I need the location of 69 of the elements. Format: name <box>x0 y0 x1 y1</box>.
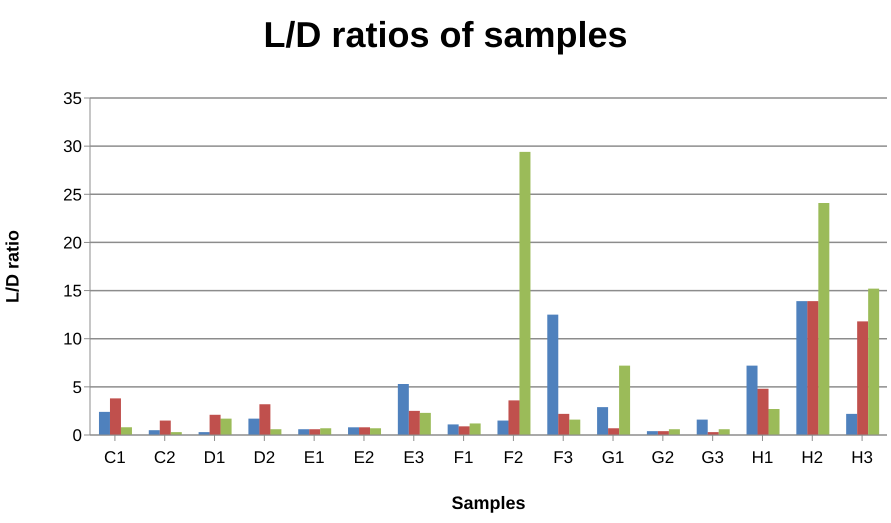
bar <box>868 288 880 435</box>
bar <box>718 429 730 435</box>
x-tick-label: G2 <box>652 448 674 468</box>
bar <box>448 424 459 435</box>
bar <box>796 301 808 435</box>
bar <box>298 429 310 435</box>
bar <box>148 430 160 435</box>
x-tick-label: H3 <box>851 448 873 468</box>
y-tick-label: 35 <box>63 89 82 108</box>
bar <box>668 429 680 435</box>
x-tick-label: F1 <box>454 448 474 468</box>
bar <box>768 409 780 435</box>
bar <box>270 429 282 435</box>
bar <box>807 301 818 435</box>
bar <box>160 420 171 435</box>
bar <box>259 404 270 435</box>
bar <box>818 202 830 435</box>
bar <box>408 410 420 435</box>
x-tick-label: D1 <box>204 448 226 468</box>
bar <box>519 152 530 435</box>
bar <box>309 429 320 435</box>
bar <box>220 418 232 435</box>
x-tick-label: E1 <box>304 448 325 468</box>
bar <box>110 398 121 435</box>
x-axis-title: Samples <box>451 493 526 513</box>
y-tick-label: 30 <box>63 137 82 156</box>
y-tick-label: 15 <box>63 282 82 301</box>
x-tick-label: C1 <box>104 448 126 468</box>
y-tick-label: 25 <box>63 185 82 204</box>
y-tick-label: 0 <box>72 426 82 446</box>
bar <box>359 427 370 435</box>
bar <box>348 427 360 435</box>
x-tick-label: G1 <box>602 448 624 468</box>
bar <box>558 414 570 435</box>
x-tick-label: E3 <box>403 448 424 468</box>
bar <box>470 423 481 435</box>
y-tick-label: 10 <box>63 330 82 349</box>
bar <box>210 414 221 435</box>
bar <box>98 412 110 435</box>
y-tick-label: 20 <box>63 233 82 252</box>
y-axis-title: L/D ratio <box>2 230 22 304</box>
bar <box>248 418 260 435</box>
bar <box>120 427 132 435</box>
x-tick-label: H2 <box>801 448 824 468</box>
bar <box>420 412 431 435</box>
bar <box>696 420 708 435</box>
x-tick-label: C2 <box>154 448 176 468</box>
x-tick-label: H1 <box>752 448 774 468</box>
bar <box>508 400 520 435</box>
x-tick-label: G3 <box>701 448 724 468</box>
chart-title: L/D ratios of samples <box>262 14 629 56</box>
bar <box>646 431 658 435</box>
bar <box>569 420 580 435</box>
bar <box>398 384 409 435</box>
bar <box>658 431 669 435</box>
bar <box>458 426 470 435</box>
x-tick-label: D2 <box>253 448 276 468</box>
bar <box>857 321 868 435</box>
bar <box>497 420 508 435</box>
bar <box>846 414 858 435</box>
x-tick-label: F3 <box>553 448 574 468</box>
bar <box>597 407 608 435</box>
x-tick-label: E2 <box>354 448 374 468</box>
y-tick-label: 5 <box>72 378 82 397</box>
bar <box>547 314 558 435</box>
bar <box>746 366 758 435</box>
bar <box>619 366 630 435</box>
bar <box>758 388 769 435</box>
x-tick-label: F2 <box>503 448 524 468</box>
